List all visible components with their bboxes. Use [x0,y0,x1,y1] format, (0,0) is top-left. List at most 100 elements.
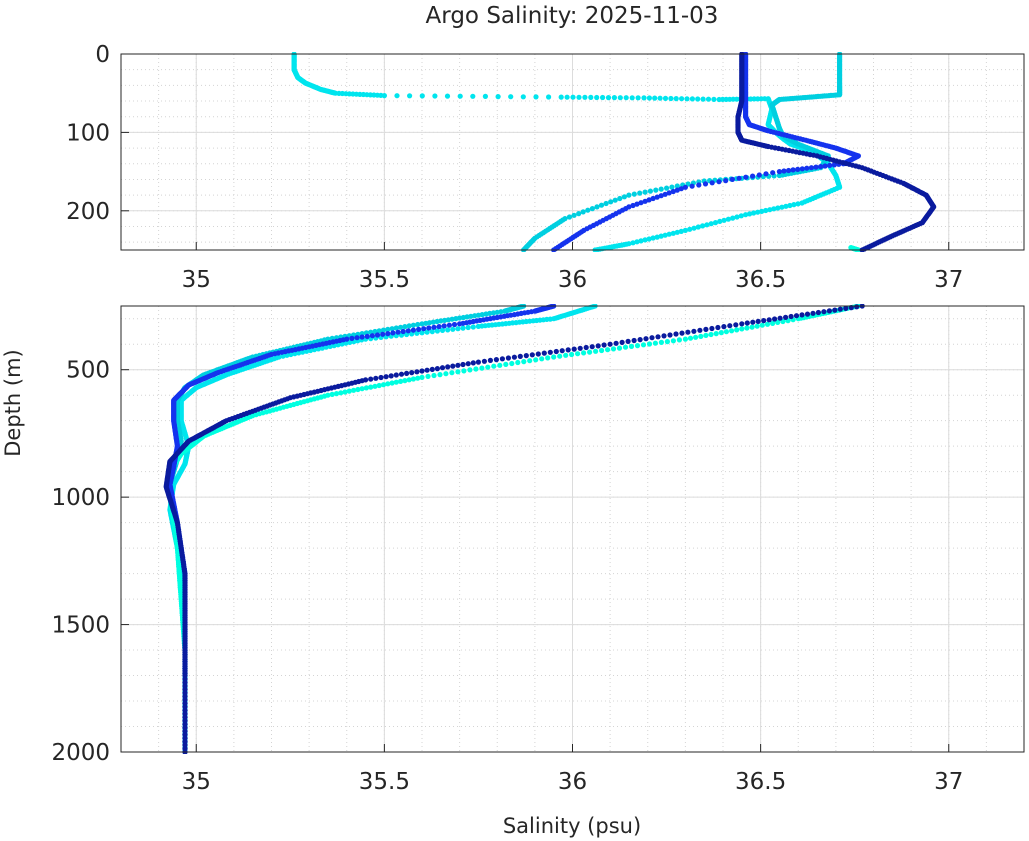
data-point-series-1 [650,235,656,241]
data-point-series-3 [443,371,449,377]
data-point-series-5 [625,338,631,344]
data-point-series-5 [637,337,643,343]
data-point-series-2 [598,202,605,208]
data-point-series-3 [380,382,387,388]
data-point-series-1 [576,94,582,100]
data-point-series-3 [515,359,521,366]
data-point-series-3 [509,360,515,367]
data-point-series-5 [649,335,655,341]
data-point-series-5 [404,370,410,376]
data-point-series-1 [743,212,749,218]
data-point-series-4 [646,197,652,203]
data-point-series-2 [402,324,408,330]
data-point-series-5 [577,345,583,351]
data-point-series-2 [642,189,648,195]
data-point-series-3 [479,365,485,371]
data-point-series-1 [646,95,653,101]
data-point-series-1 [673,96,679,102]
data-point-series-2 [571,212,577,218]
data-point-series-3 [389,380,395,386]
data-point-series-1 [678,228,684,234]
data-point-series-1 [642,237,648,243]
data-point-series-3 [406,377,412,383]
data-point-series-1 [394,93,400,99]
data-point-series-3 [402,378,408,384]
data-point-series-1 [634,239,640,245]
data-point-series-5 [643,336,649,342]
data-point-series-1 [787,202,793,209]
data-point-series-4 [770,170,776,176]
data-point-series-3 [398,378,404,384]
data-point-series-3 [749,324,755,330]
data-point-series-5 [810,310,816,316]
data-point-series-1 [470,93,476,99]
lower-panel: 35 35.5 36 36.5 37 500 1000 1500 2000 [51,304,1025,795]
data-point-series-1 [654,234,660,240]
data-point-series-3 [363,385,369,391]
data-point-series-2 [594,204,600,210]
data-point-series-1 [465,324,471,331]
data-point-series-3 [670,338,677,344]
data-point-series-1 [582,94,588,100]
data-point-series-1 [747,211,753,217]
data-point-series-1 [495,94,501,100]
data-point-series-3 [622,344,629,350]
data-point-series-1 [666,231,672,237]
data-point-series-1 [623,95,629,101]
data-point-series-1 [533,94,539,100]
data-point-series-1 [444,93,451,99]
data-layer [163,304,865,754]
data-point-series-1 [662,95,669,101]
data-point-series-1 [630,240,636,246]
data-point-series-1 [445,327,451,333]
data-point-series-1 [629,95,635,101]
data-point-series-3 [587,349,593,355]
data-point-series-5 [373,375,379,381]
data-point-series-1 [470,324,476,330]
data-point-series-4 [696,182,702,188]
y-tick-label: 1500 [51,613,110,639]
data-point-series-5 [703,326,709,332]
data-point-series-1 [717,218,723,224]
data-point-series-2 [442,317,448,323]
data-point-series-2 [776,172,783,179]
data-point-series-1 [783,203,789,209]
data-point-series-4 [790,167,796,173]
data-point-series-5 [595,343,601,349]
data-point-series-4 [654,194,660,200]
data-point-series-2 [460,314,466,321]
data-point-series-4 [808,165,815,171]
data-point-series-1 [508,94,514,100]
data-point-series-4 [818,164,824,170]
data-point-series-1 [734,214,740,220]
data-point-series-5 [826,308,833,314]
x-tick-label: 35.5 [359,267,410,293]
data-point-series-4 [716,179,722,185]
data-point-series-3 [410,376,416,382]
data-point-series-5 [565,347,571,353]
data-point-series-4 [678,186,684,192]
data-point-series-1 [432,93,438,99]
data-point-series-3 [652,340,659,346]
data-point-series-1 [319,345,325,351]
data-point-series-2 [419,321,425,327]
data-point-series-1 [775,205,781,211]
data-point-series-4 [354,335,360,341]
data-point-series-1 [594,94,600,101]
x-axis-label: Salinity (psu) [503,814,641,838]
y-tick-label: 1000 [51,485,110,511]
data-point-series-5 [529,352,535,358]
data-point-series-4 [369,333,375,339]
data-point-series-1 [738,213,744,219]
data-point-series-4 [400,328,406,335]
data-point-series-5 [772,316,778,322]
x-tick-label: 36 [558,267,587,293]
data-point-series-3 [729,328,735,334]
data-point-series-2 [637,190,643,196]
data-point-series-3 [610,346,617,352]
data-point-series-1 [300,349,306,355]
data-point-series-4 [813,164,819,170]
data-point-series-2 [566,214,573,220]
data-point-series-3 [497,362,503,368]
data-point-series-4 [781,168,787,174]
